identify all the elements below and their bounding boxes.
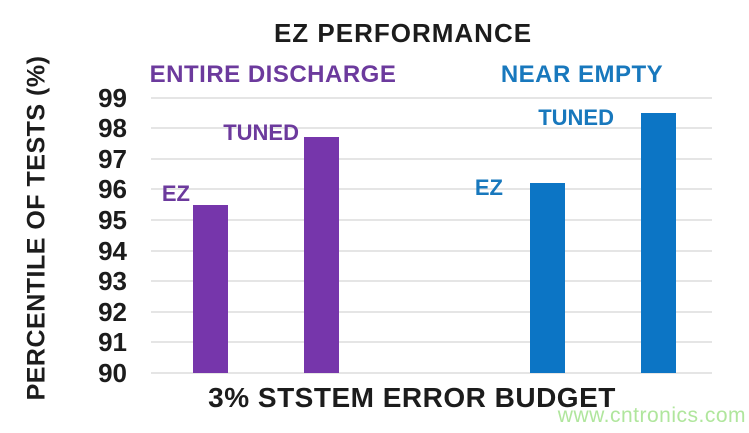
group-label-near-empty: NEAR EMPTY xyxy=(500,61,664,88)
y-tick-label-97: 97 xyxy=(98,143,127,174)
gridline-97 xyxy=(151,157,712,160)
gridline-98 xyxy=(151,127,712,130)
gridline-91 xyxy=(151,341,712,344)
gridline-92 xyxy=(151,310,712,313)
watermark: www.cntronics.com xyxy=(557,404,746,427)
bar-label-near-empty-tuned: TUNED xyxy=(538,105,614,130)
gridline-95 xyxy=(151,219,712,221)
chart-title: EZ PERFORMANCE xyxy=(273,18,533,48)
gridline-96 xyxy=(151,188,712,191)
y-tick-label-94: 94 xyxy=(98,235,127,266)
bar-label-entire-discharge-ez: EZ xyxy=(161,181,190,206)
bar-near-empty-ez xyxy=(530,183,565,373)
bar-near-empty-tuned xyxy=(641,112,676,373)
gridline-99 xyxy=(151,96,712,99)
x-axis-title: 3% STSTEM ERROR BUDGET xyxy=(208,382,616,413)
y-tick-label-98: 98 xyxy=(98,113,127,144)
gridline-94 xyxy=(151,249,712,252)
y-tick-label-99: 99 xyxy=(98,82,127,113)
y-axis-title: PERCENTILE OF TESTS (%) xyxy=(22,55,51,401)
y-tick-label-93: 93 xyxy=(98,266,127,297)
bar-label-entire-discharge-tuned: TUNED xyxy=(223,120,299,145)
gridline-93 xyxy=(151,280,712,283)
bar-entire-discharge-tuned xyxy=(304,137,339,373)
y-tick-label-95: 95 xyxy=(98,205,127,235)
y-tick-label-90: 90 xyxy=(98,358,127,388)
bar-label-near-empty-ez: EZ xyxy=(474,175,503,200)
group-label-entire-discharge: ENTIRE DISCHARGE xyxy=(149,61,397,88)
y-tick-label-91: 91 xyxy=(98,327,127,358)
y-tick-label-92: 92 xyxy=(98,296,127,327)
y-tick-label-96: 96 xyxy=(98,174,127,205)
gridline-90 xyxy=(151,372,712,374)
bar-entire-discharge-ez xyxy=(193,204,228,373)
